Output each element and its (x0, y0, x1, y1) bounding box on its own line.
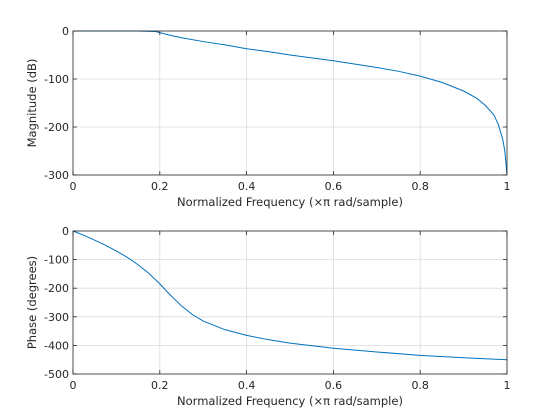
magnitude-x-axis-label: Normalized Frequency (×π rad/sample) (177, 195, 403, 209)
magnitude-x-tick-label: 0.8 (411, 180, 429, 193)
magnitude-x-tick-label: 0.4 (238, 180, 256, 193)
phase-y-tick-label: -400 (44, 339, 69, 352)
magnitude-axes-box (72, 30, 508, 176)
magnitude-plot-area (73, 31, 507, 175)
magnitude-y-tick-label: 0 (62, 25, 69, 38)
magnitude-x-tick-label: 1 (504, 180, 511, 193)
phase-y-tick-label: -500 (44, 368, 69, 381)
phase-plot-area (73, 231, 507, 374)
phase-x-tick-label: 0.6 (325, 379, 343, 392)
phase-y-tick-label: -300 (44, 311, 69, 324)
magnitude-y-tick-label: -200 (44, 121, 69, 134)
phase-plot: 0 0.2 0.4 0.6 0.8 1 0 -100 -200 -300 -400 -500 Norma… (25, 225, 511, 408)
phase-x-tick-label: 1 (504, 379, 511, 392)
phase-x-tick-label: 0 (70, 379, 77, 392)
phase-x-tick-label: 0.8 (411, 379, 429, 392)
magnitude-y-axis-label: Magnitude (dB) (25, 59, 39, 148)
magnitude-x-tick-label: 0 (70, 180, 77, 193)
magnitude-x-tick-label: 0.2 (151, 180, 169, 193)
magnitude-plot: 0 0.2 0.4 0.6 0.8 1 0 -100 -200 -300 Normalized Fr… (25, 25, 511, 209)
phase-y-tick-label: -200 (44, 282, 69, 295)
phase-series-line (72, 230, 508, 361)
phase-y-tick-label: -100 (44, 254, 69, 267)
phase-x-tick-label: 0.4 (238, 379, 256, 392)
magnitude-y-tick-label: -100 (44, 73, 69, 86)
magnitude-y-tick-label: -300 (44, 169, 69, 182)
phase-x-axis-label: Normalized Frequency (×π rad/sample) (177, 394, 403, 408)
phase-y-axis-label: Phase (degrees) (25, 256, 39, 349)
phase-x-tick-label: 0.2 (151, 379, 169, 392)
phase-axes-box (72, 230, 508, 375)
phase-y-tick-label: 0 (62, 225, 69, 238)
magnitude-x-tick-label: 0.6 (325, 180, 343, 193)
